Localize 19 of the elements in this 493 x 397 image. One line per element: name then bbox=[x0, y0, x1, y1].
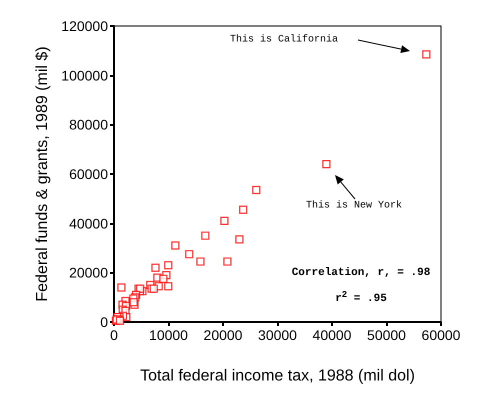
y-tick-label: 40000 bbox=[69, 215, 108, 232]
x-tick-label: 60000 bbox=[422, 327, 461, 343]
x-tick-label: 10000 bbox=[149, 327, 188, 343]
x-tick-label: 50000 bbox=[367, 327, 406, 343]
x-tick-label: 0 bbox=[110, 327, 118, 343]
annotation: This is New York bbox=[306, 200, 402, 212]
x-tick-label: 30000 bbox=[258, 327, 298, 343]
y-tick-label: 80000 bbox=[69, 116, 108, 133]
annotation: Correlation, r, = .98 bbox=[292, 267, 431, 279]
y-tick-label: 60000 bbox=[69, 166, 108, 182]
x-axis-title: Total federal income tax, 1988 (mil dol) bbox=[140, 368, 415, 384]
x-tick-label: 20000 bbox=[204, 327, 243, 343]
y-tick-label: 20000 bbox=[69, 264, 108, 281]
annotation: This is California bbox=[230, 34, 338, 46]
y-tick-label: 120000 bbox=[61, 18, 108, 34]
y-axis-title: Federal funds & grants, 1989 (mil $) bbox=[34, 46, 51, 302]
y-tick-label: 100000 bbox=[61, 67, 108, 84]
x-tick-label: 40000 bbox=[312, 327, 352, 343]
y-tick-label: 0 bbox=[100, 314, 108, 330]
